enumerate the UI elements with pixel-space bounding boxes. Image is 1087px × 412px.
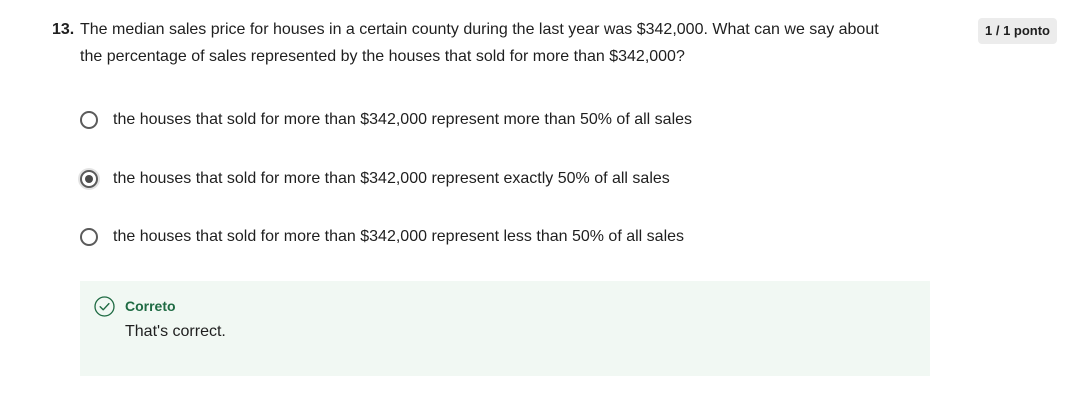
answer-option-1[interactable]: the houses that sold for more than $342,… [78, 107, 692, 133]
question-number: 13. [52, 21, 75, 38]
question-text-line-1: The median sales price for houses in a c… [80, 21, 879, 38]
question-block: 13. The median sales price for houses in… [52, 16, 932, 65]
radio-button-wrapper[interactable] [78, 226, 100, 248]
radio-button-wrapper[interactable] [78, 109, 100, 131]
question-text-line-2: the percentage of sales represented by t… [80, 48, 685, 65]
answer-option-label[interactable]: the houses that sold for more than $342,… [113, 111, 693, 128]
check-circle-icon [94, 296, 115, 317]
answer-option-2[interactable]: the houses that sold for more than $342,… [78, 166, 670, 192]
feedback-panel: Correto That's correct. [80, 281, 930, 376]
radio-unchecked-icon[interactable] [80, 228, 98, 246]
radio-button-wrapper[interactable] [78, 168, 100, 190]
radio-checked-icon[interactable] [80, 170, 98, 188]
answer-option-label[interactable]: the houses that sold for more than $342,… [113, 228, 685, 245]
score-badge: 1 / 1 ponto [978, 18, 1057, 44]
feedback-message: That's correct. [125, 323, 226, 340]
answer-option-label[interactable]: the houses that sold for more than $342,… [113, 170, 670, 187]
radio-unchecked-icon[interactable] [80, 111, 98, 129]
feedback-title: Correto [125, 298, 176, 314]
question-text: The median sales price for houses in a c… [80, 16, 920, 70]
answer-option-3[interactable]: the houses that sold for more than $342,… [78, 224, 684, 250]
